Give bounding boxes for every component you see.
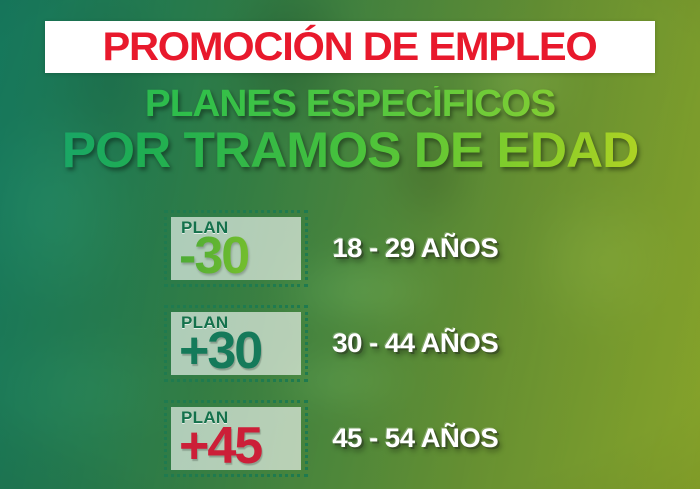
headline-line-2: POR TRAMOS DE EDAD [0, 125, 700, 175]
plan-chip-label: PLAN [181, 407, 229, 427]
plan-chip-inner: PLAN +45 [171, 407, 301, 475]
plan-chip-label: PLAN [181, 312, 229, 332]
plan-chip-code: +30 [179, 321, 263, 380]
plan-chip-minus-30: PLAN -30 [164, 210, 308, 287]
plan-list: PLAN -30 18 - 29 AÑOS PLAN +30 30 - 44 A… [0, 201, 700, 486]
plan-chip-plus-30: PLAN +30 [164, 305, 308, 382]
plan-chip-inner: PLAN +30 [171, 312, 301, 380]
plan-age-range: 45 - 54 AÑOS [332, 423, 499, 453]
plan-age-range: 18 - 29 AÑOS [332, 233, 499, 263]
headline-banner: PROMOCIÓN DE EMPLEO [45, 21, 655, 73]
plan-chip-label: PLAN [181, 217, 229, 237]
page-title: PLANES ESPECÍFICOS POR TRAMOS DE EDAD [0, 85, 700, 176]
plan-row: PLAN +30 30 - 44 AÑOS [0, 296, 700, 391]
plan-row: PLAN +45 45 - 54 AÑOS [0, 391, 700, 486]
banner-title: PROMOCIÓN DE EMPLEO [102, 25, 598, 69]
plan-chip-code: +45 [179, 416, 263, 475]
plan-chip-inner: PLAN -30 [171, 217, 301, 282]
headline-line-1: PLANES ESPECÍFICOS [0, 85, 700, 123]
plan-row: PLAN -30 18 - 29 AÑOS [0, 201, 700, 296]
plan-chip-plus-45: PLAN +45 [164, 400, 308, 477]
plan-age-range: 30 - 44 AÑOS [332, 328, 499, 358]
plan-chip-code: -30 [179, 230, 301, 282]
